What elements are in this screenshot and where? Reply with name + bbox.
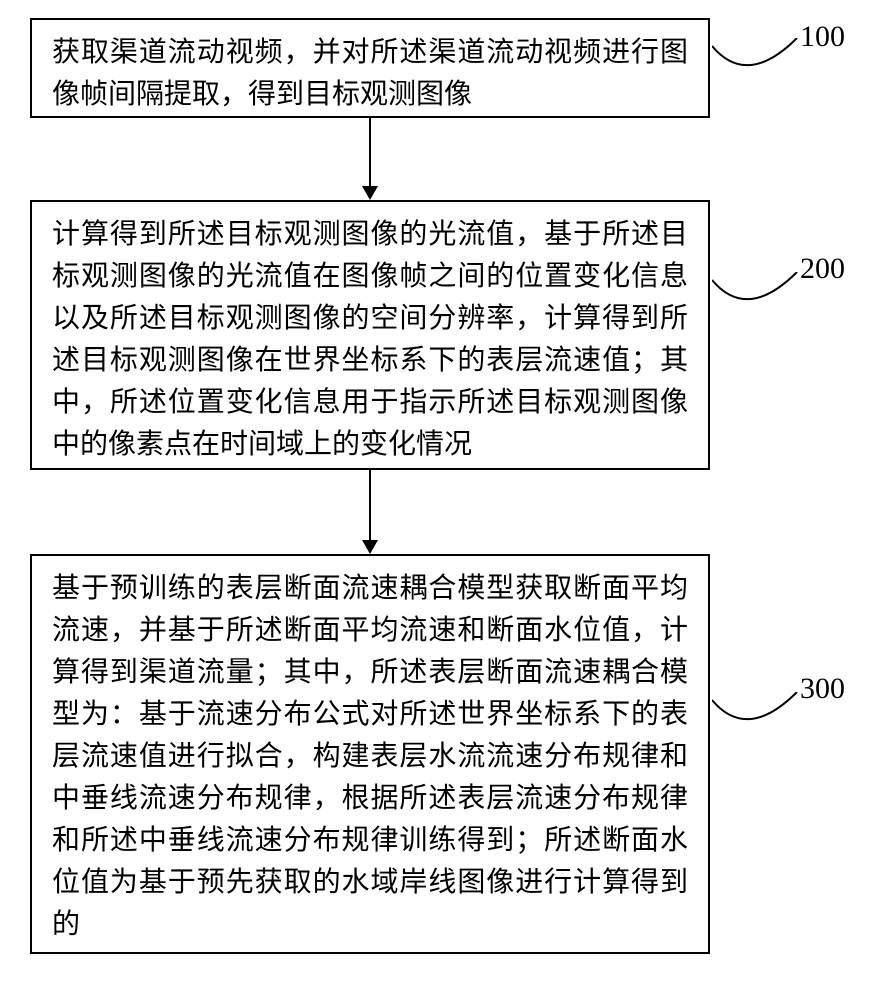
- step-100-label: 100: [800, 20, 845, 54]
- label-curve-200: [712, 272, 800, 322]
- connector-1-arrow: [362, 186, 378, 200]
- connector-1-line: [369, 118, 371, 186]
- flowchart-container: 获取渠道流动视频，并对所述渠道流动视频进行图像帧间隔提取，得到目标观测图像 10…: [0, 0, 886, 1000]
- flowchart-step-300: 基于预训练的表层断面流速耦合模型获取断面平均流速，并基于所述断面平均流速和断面水…: [30, 554, 710, 954]
- connector-2-line: [369, 470, 371, 540]
- step-100-text: 获取渠道流动视频，并对所述渠道流动视频进行图像帧间隔提取，得到目标观测图像: [52, 37, 688, 110]
- label-curve-100: [712, 38, 800, 88]
- step-300-text: 基于预训练的表层断面流速耦合模型获取断面平均流速，并基于所述断面平均流速和断面水…: [52, 573, 688, 940]
- step-300-label: 300: [800, 672, 845, 706]
- flowchart-step-200: 计算得到所述目标观测图像的光流值，基于所述目标观测图像的光流值在图像帧之间的位置…: [30, 200, 710, 470]
- label-curve-300: [712, 692, 800, 742]
- step-200-label: 200: [800, 252, 845, 286]
- connector-2-arrow: [362, 540, 378, 554]
- step-200-text: 计算得到所述目标观测图像的光流值，基于所述目标观测图像的光流值在图像帧之间的位置…: [52, 219, 688, 460]
- flowchart-step-100: 获取渠道流动视频，并对所述渠道流动视频进行图像帧间隔提取，得到目标观测图像: [30, 18, 710, 118]
